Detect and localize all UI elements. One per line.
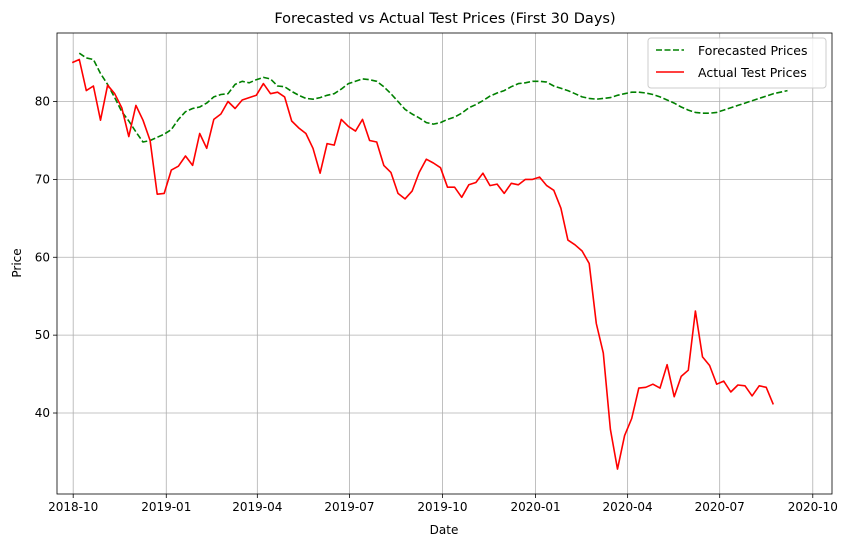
legend: Forecasted Prices Actual Test Prices (647, 37, 827, 89)
y-tick-label: 40 (35, 406, 50, 420)
x-tick-label: 2019-10 (417, 500, 467, 514)
y-tick-label: 50 (35, 328, 50, 342)
y-tick-label: 60 (35, 250, 50, 264)
ticks: 2018-10 2019-01 2019-04 2019-07 2019-10 2020-… (35, 95, 838, 514)
x-tick-label: 2020-10 (788, 500, 838, 514)
x-tick-label: 2020-04 (603, 500, 653, 514)
x-tick-label: 2018-10 (48, 500, 98, 514)
x-axis-label: Date (430, 523, 459, 537)
actual-test-prices-line (71, 58, 775, 470)
forecasted-prices-line (78, 52, 788, 143)
chart-title: Forecasted vs Actual Test Prices (First … (274, 11, 615, 27)
legend-label-actual: Actual Test Prices (698, 65, 807, 80)
x-tick-label: 2020-07 (695, 500, 745, 514)
y-tick-label: 70 (35, 172, 50, 186)
x-tick-label: 2019-01 (141, 500, 191, 514)
y-axis-label: Price (10, 248, 24, 277)
series-layer (71, 52, 788, 470)
x-tick-label: 2020-01 (510, 500, 560, 514)
plot-frame (56, 32, 833, 495)
x-tick-label: 2019-07 (324, 500, 374, 514)
y-tick-label: 80 (35, 95, 50, 109)
legend-label-forecasted: Forecasted Prices (698, 43, 808, 58)
legend-box (647, 37, 827, 89)
grid (57, 33, 832, 494)
x-tick-label: 2019-04 (232, 500, 282, 514)
